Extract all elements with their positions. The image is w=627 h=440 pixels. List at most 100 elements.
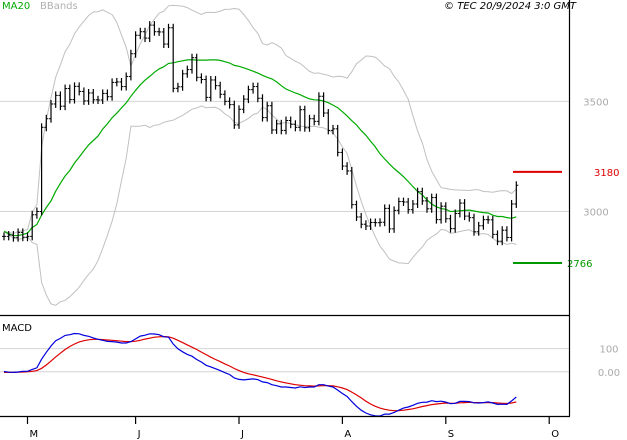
price-levels: 3180 2766 — [513, 168, 619, 270]
price-bar — [279, 119, 284, 135]
price-bar — [34, 207, 39, 219]
ma20-path — [3, 59, 517, 237]
price-bar — [420, 187, 425, 205]
signal-path — [4, 335, 517, 412]
price-bar — [166, 23, 171, 49]
price-bar — [63, 84, 68, 111]
price-bar — [232, 100, 237, 129]
price-bar — [298, 105, 303, 132]
x-tick-label: M — [30, 429, 39, 440]
price-bar — [105, 89, 110, 101]
price-bar — [96, 95, 100, 104]
price-bar — [44, 114, 49, 132]
price-bar — [354, 200, 359, 221]
price-bar — [284, 116, 288, 135]
price-bar — [359, 213, 364, 229]
price-bar — [453, 209, 458, 233]
price-bar — [321, 92, 326, 117]
price-bar — [251, 82, 256, 94]
price-bar — [58, 91, 63, 111]
y-tick-label: 3000 — [583, 207, 608, 218]
macd-gridlines — [0, 348, 569, 373]
price-panel: 3180 2766 3000 3500 MA20 BBands © TEC 20/… — [0, 1, 619, 306]
macd-y-ticks: 0.00 100 — [598, 345, 620, 379]
price-bar — [481, 215, 486, 230]
price-bar — [326, 109, 331, 135]
macd-line — [3, 332, 517, 417]
price-bar — [180, 69, 185, 91]
price-bar — [378, 218, 382, 227]
price-bar — [265, 101, 270, 122]
x-tick-label: A — [344, 429, 351, 440]
price-bar — [349, 166, 354, 209]
price-bar — [171, 23, 176, 93]
price-bar — [185, 65, 190, 78]
price-y-ticks: 3000 3500 — [583, 97, 608, 218]
price-bar — [476, 221, 481, 236]
price-bar — [401, 197, 406, 206]
price-bar — [396, 197, 401, 215]
macd-panel: 0.00 100 MACD — [0, 323, 620, 417]
price-bar — [222, 90, 227, 106]
resistance-label: 3180 — [594, 168, 619, 179]
price-bar — [373, 218, 378, 227]
x-tick-label: J — [137, 429, 141, 440]
price-bar — [439, 202, 444, 224]
price-bar — [227, 97, 232, 109]
price-bar — [124, 72, 129, 91]
price-bar — [486, 215, 491, 224]
price-bar — [312, 114, 317, 126]
price-bar — [128, 49, 133, 81]
price-bar — [269, 101, 274, 134]
price-bar — [415, 187, 420, 208]
price-bar — [213, 75, 218, 90]
price-bar — [382, 204, 387, 227]
price-bar — [387, 204, 392, 233]
bollinger-lower-band — [3, 105, 517, 306]
price-bar — [138, 27, 143, 40]
x-tick-label: J — [240, 429, 244, 440]
y-tick-label: 3500 — [583, 97, 608, 108]
price-bar — [72, 82, 77, 104]
price-bar — [467, 212, 472, 222]
price-bar — [81, 87, 86, 105]
price-bar — [246, 85, 251, 104]
price-bar — [30, 210, 35, 241]
price-bar — [345, 162, 350, 175]
price-bar — [53, 91, 58, 108]
ma-legend-label: MA20 — [2, 1, 30, 12]
price-bar — [504, 226, 509, 242]
price-bar — [67, 84, 72, 104]
bbands-legend-label: BBands — [40, 1, 78, 12]
price-bar — [199, 73, 204, 84]
price-bar — [241, 95, 246, 114]
price-bar — [363, 220, 368, 230]
y-tick-label: 100 — [599, 345, 618, 356]
macd-signal-line — [4, 335, 517, 412]
price-bar — [490, 215, 495, 239]
price-bar — [175, 82, 180, 93]
macd-title: MACD — [2, 323, 32, 334]
bband-upper-path — [3, 4, 517, 235]
price-bar — [316, 92, 321, 126]
price-bar — [25, 232, 30, 242]
price-bar — [429, 193, 434, 213]
price-bar — [293, 120, 298, 132]
price-bar — [218, 81, 223, 99]
price-bar — [255, 82, 260, 103]
price-bar — [335, 124, 340, 157]
timestamp: © TEC 20/9/2024 3:0 GMT — [444, 1, 577, 12]
price-bar — [6, 231, 11, 241]
price-bar — [49, 100, 53, 123]
price-bar — [190, 53, 194, 74]
price-bar — [237, 105, 241, 129]
price-bar — [208, 75, 213, 102]
price-bar — [161, 27, 166, 49]
price-bar — [425, 196, 429, 213]
price-bar — [147, 21, 152, 43]
price-bar — [143, 27, 147, 43]
price-bar — [100, 89, 105, 104]
price-bar — [274, 119, 279, 134]
